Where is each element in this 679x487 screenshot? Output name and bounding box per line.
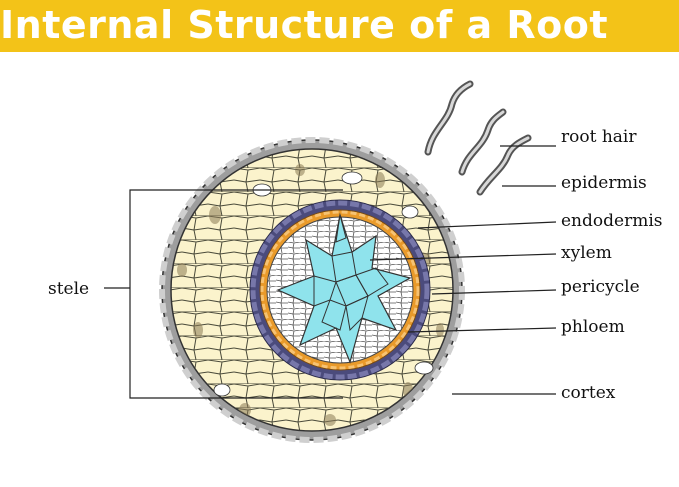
leader-xylem (369, 253, 557, 261)
leader-endodermis (417, 221, 557, 229)
title-bar: Internal Structure of a Root (0, 0, 679, 52)
label-epidermis: epidermis (561, 173, 647, 193)
root-hairs (424, 80, 532, 196)
xylem-region (276, 212, 412, 364)
page-title: Internal Structure of a Root (0, 3, 609, 47)
leader-lines (104, 145, 557, 399)
label-endodermis: endodermis (561, 211, 662, 231)
label-cortex: cortex (561, 383, 616, 403)
label-phloem: phloem (561, 317, 625, 337)
label-stele: stele (48, 279, 89, 299)
label-xylem: xylem (561, 243, 612, 263)
diagram-labels: root hair epidermis endodermis xylem per… (48, 127, 662, 403)
stele-bracket (129, 189, 343, 399)
cortex-air-spaces (213, 171, 434, 397)
label-root-hair: root hair (561, 127, 637, 147)
root-hair-1 (424, 80, 474, 156)
leader-pericycle (431, 289, 557, 295)
leader-phloem (407, 327, 557, 333)
label-pericycle: pericycle (561, 277, 640, 297)
xylem-vessels (313, 214, 389, 332)
